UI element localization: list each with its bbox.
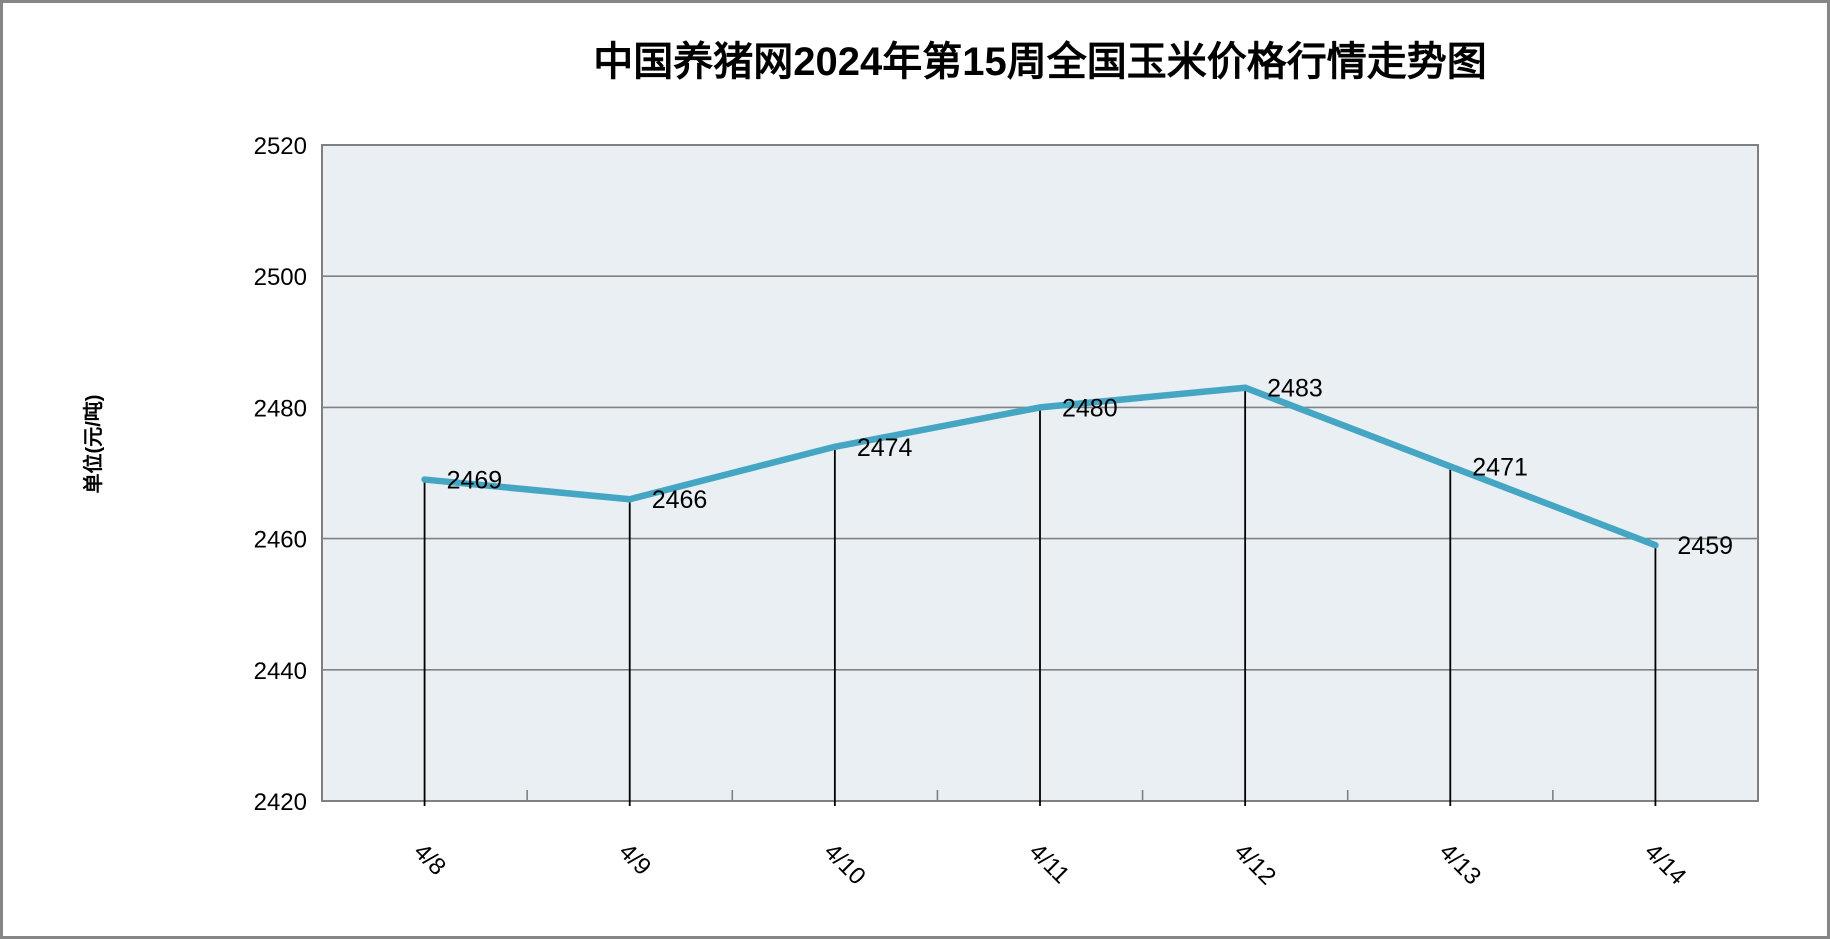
x-tick-label: 4/9 [613,838,656,881]
data-label: 2469 [447,467,503,495]
x-tick-label: 4/10 [819,838,871,890]
data-label: 2474 [857,434,913,462]
data-label: 2480 [1062,394,1118,422]
y-tick-label: 2420 [254,789,307,816]
data-label: 2471 [1472,453,1528,481]
y-tick-label: 2460 [254,527,307,554]
y-tick-label: 2520 [254,133,307,160]
chart-plot-svg: 2420 2440 2460 2480 2500 2520 4/8 4/9 4/10 4/11 4/… [254,133,1759,890]
x-tick-label: 4/8 [408,838,451,881]
data-label: 2459 [1677,532,1733,560]
x-tick-label: 4/13 [1434,838,1486,890]
data-label: 2483 [1267,375,1323,403]
y-tick-label: 2480 [254,395,307,422]
data-label: 2466 [652,486,708,514]
x-tick-label: 4/14 [1639,838,1691,890]
price-line [421,384,1659,549]
y-tick-label: 2500 [254,264,307,291]
x-tick-label: 4/12 [1229,838,1281,890]
x-tick-label: 4/11 [1024,838,1075,889]
chart-title: 中国养猪网2024年第15周全国玉米价格行情走势图 [593,40,1487,84]
y-tick-label: 2440 [254,658,307,685]
